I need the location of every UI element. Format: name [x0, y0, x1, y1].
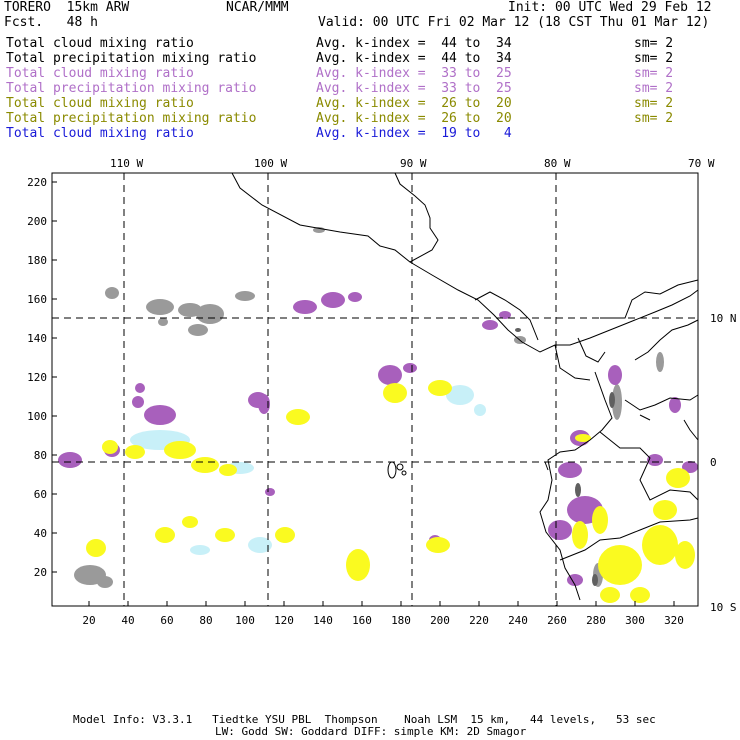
- gray-cloud-areas: [74, 227, 664, 588]
- lat-label: 10 N: [710, 312, 737, 325]
- legend-sm: sm= 2: [634, 111, 674, 126]
- valid-time: Valid: 00 UTC Fri 02 Mar 12 (18 CST Thu …: [318, 15, 710, 30]
- forecast-hour: Fcst. 48 h: [4, 15, 98, 30]
- legend-sm: sm= 2: [634, 81, 674, 96]
- lon-label: 100 W: [254, 157, 287, 170]
- legend-kindex: Avg. k-index = 33 to 25: [316, 66, 512, 81]
- legend-kindex: Avg. k-index = 26 to 20: [316, 96, 512, 111]
- legend-sm: sm= 2: [634, 96, 674, 111]
- map-frame: [51, 172, 699, 607]
- lat-label: 0: [710, 456, 717, 469]
- lon-label: 70 W: [688, 157, 715, 170]
- x-tick-label: 320: [664, 614, 684, 627]
- legend-field: Total precipitation mixing ratio: [6, 51, 257, 66]
- model-info: Model Info: V3.3.1 Tiedtke YSU PBL Thomp…: [73, 713, 656, 726]
- x-tick-label: 220: [469, 614, 489, 627]
- graticule: [52, 173, 698, 606]
- x-tick-label: 300: [625, 614, 645, 627]
- x-tick-label: 240: [508, 614, 528, 627]
- y-tick-label: 20: [34, 566, 47, 579]
- legend-field: Total precipitation mixing ratio: [6, 81, 257, 96]
- lat-label: 10 S: [710, 601, 737, 614]
- legend-sm: sm= 2: [634, 36, 674, 51]
- legend-sm: sm= 2: [634, 51, 674, 66]
- legend-sm: sm= 2: [634, 66, 674, 81]
- legend-kindex: Avg. k-index = 19 to 4: [316, 126, 512, 141]
- legend-field: Total precipitation mixing ratio: [6, 111, 257, 126]
- x-tick-label: 280: [586, 614, 606, 627]
- y-tick-label: 60: [34, 488, 47, 501]
- lon-label: 110 W: [110, 157, 143, 170]
- lon-label: 80 W: [544, 157, 571, 170]
- y-tick-label: 180: [27, 254, 47, 267]
- y-tick-label: 80: [34, 449, 47, 462]
- coastlines: [231, 172, 699, 601]
- y-tick-label: 120: [27, 371, 47, 384]
- legend-kindex: Avg. k-index = 26 to 20: [316, 111, 512, 126]
- legend-kindex: Avg. k-index = 44 to 34: [316, 36, 512, 51]
- x-tick-label: 160: [352, 614, 372, 627]
- y-tick-label: 100: [27, 410, 47, 423]
- lon-label: 90 W: [400, 157, 427, 170]
- legend-kindex: Avg. k-index = 44 to 34: [316, 51, 512, 66]
- init-time: Init: 00 UTC Wed 29 Feb 12: [508, 0, 712, 15]
- x-tick-label: 120: [274, 614, 294, 627]
- x-tick-label: 80: [199, 614, 212, 627]
- legend-kindex: Avg. k-index = 33 to 25: [316, 81, 512, 96]
- dark-cloud-cores: [515, 328, 615, 586]
- cyan-cloud-areas: [130, 385, 486, 555]
- yellow-cloud-areas: [86, 380, 695, 603]
- organization: NCAR/MMM: [226, 0, 289, 15]
- axis-ticks: [52, 181, 675, 606]
- y-tick-label: 200: [27, 215, 47, 228]
- y-tick-label: 40: [34, 527, 47, 540]
- x-tick-label: 200: [430, 614, 450, 627]
- model-physics: LW: Godd SW: Goddard DIFF: simple KM: 2D…: [215, 725, 527, 738]
- x-tick-label: 260: [547, 614, 567, 627]
- legend-field: Total cloud mixing ratio: [6, 66, 194, 81]
- x-tick-label: 100: [235, 614, 255, 627]
- galapagos-islands: [387, 461, 407, 479]
- legend-field: Total cloud mixing ratio: [6, 126, 194, 141]
- x-tick-label: 180: [391, 614, 411, 627]
- x-tick-label: 60: [160, 614, 173, 627]
- y-tick-label: 220: [27, 176, 47, 189]
- x-tick-label: 20: [82, 614, 95, 627]
- legend-field: Total cloud mixing ratio: [6, 96, 194, 111]
- y-tick-label: 160: [27, 293, 47, 306]
- y-tick-label: 140: [27, 332, 47, 345]
- x-tick-label: 40: [121, 614, 134, 627]
- x-tick-label: 140: [313, 614, 333, 627]
- model-title: TORERO 15km ARW: [4, 0, 130, 15]
- legend-field: Total cloud mixing ratio: [6, 36, 194, 51]
